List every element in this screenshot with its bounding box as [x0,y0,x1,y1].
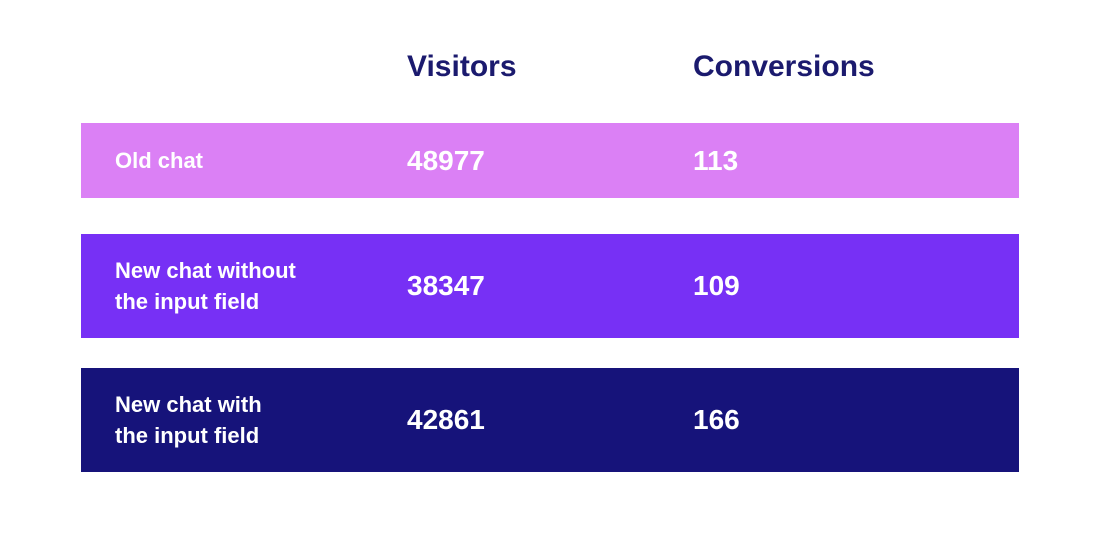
row-label: New chat without the input field [115,234,296,338]
row-label-line: Old chat [115,148,204,173]
conversions-cell: 113 [693,144,739,176]
row-label: New chat with the input field [115,368,262,472]
column-header: Conversions [693,50,875,83]
column-header: Visitors [407,50,517,83]
table-row: New chat with the input field 42861 166 [81,368,1019,472]
row-label-line: New chat with [115,392,262,417]
row-label-line: the input field [115,289,260,314]
row-label-line: the input field [115,423,260,448]
table-row: New chat without the input field 38347 109 [81,234,1019,338]
visitors-cell: 48977 [407,144,485,176]
row-label-line: New chat without [115,258,296,283]
conversions-cell: 166 [693,404,740,435]
visitors-cell: 38347 [407,270,485,301]
conversions-cell: 109 [693,270,740,301]
visitors-cell: 42861 [407,404,485,435]
row-label: Old chat [115,123,203,198]
table-row: Old chat 48977 113 [81,123,1019,198]
